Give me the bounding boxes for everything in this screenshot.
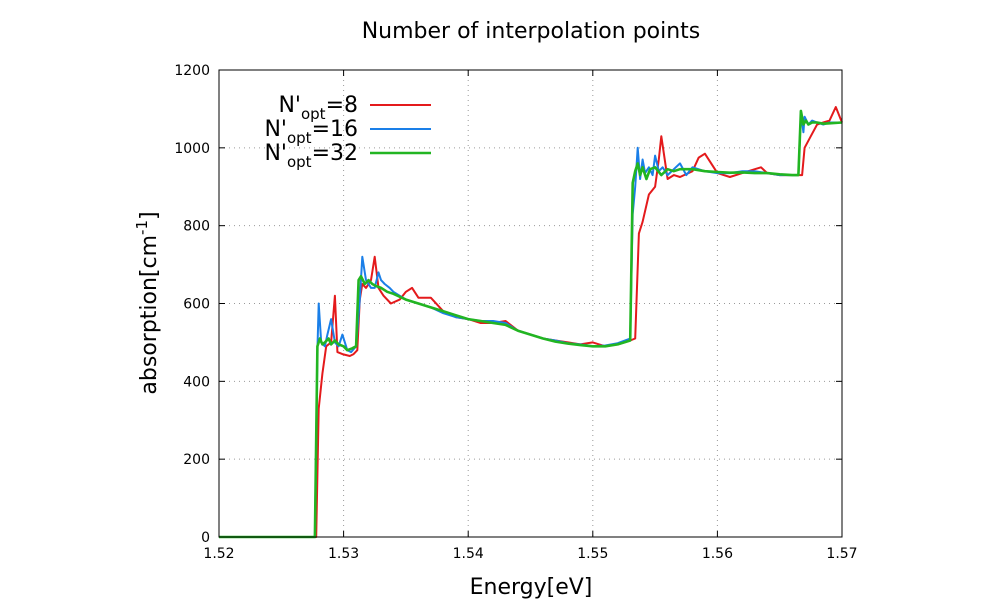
x-tick-label: 1.54 bbox=[453, 546, 484, 562]
legend-label-base: N' bbox=[278, 93, 301, 118]
y-axis-label-main: absorption[cm bbox=[137, 235, 162, 395]
y-tick-label: 600 bbox=[183, 297, 210, 313]
x-tick-label: 1.57 bbox=[826, 546, 857, 562]
legend-label: N'opt=16 bbox=[264, 117, 358, 147]
legend-label-value: =16 bbox=[312, 117, 358, 142]
legend-label-sub: opt bbox=[287, 153, 312, 171]
x-tick-label: 1.55 bbox=[577, 546, 608, 562]
legend-label-base: N' bbox=[264, 141, 287, 166]
y-tick-label: 1000 bbox=[174, 141, 210, 157]
legend-label-value: =8 bbox=[326, 93, 358, 118]
legend-label: N'opt=32 bbox=[264, 141, 358, 171]
y-tick-label: 1200 bbox=[174, 63, 210, 79]
legend-label-sub: opt bbox=[287, 129, 312, 147]
legend-label-sub: opt bbox=[301, 105, 326, 123]
x-tick-label: 1.56 bbox=[702, 546, 733, 562]
y-tick-label: 0 bbox=[201, 530, 210, 546]
y-tick-label: 200 bbox=[183, 452, 210, 468]
y-tick-label: 800 bbox=[183, 219, 210, 235]
legend: N'opt=8N'opt=16N'opt=32 bbox=[264, 93, 431, 171]
y-axis-label-sup: -1 bbox=[133, 220, 151, 235]
series-line bbox=[219, 111, 842, 538]
legend-label: N'opt=8 bbox=[278, 93, 358, 123]
series-lines bbox=[219, 106, 843, 539]
x-tick-label: 1.53 bbox=[328, 546, 359, 562]
x-tick-label: 1.52 bbox=[203, 546, 234, 562]
chart-title: Number of interpolation points bbox=[362, 19, 701, 44]
x-axis-label: Energy[eV] bbox=[470, 575, 593, 600]
y-axis-label-end: ] bbox=[137, 211, 162, 220]
y-axis-label-group: absorption[cm-1] bbox=[133, 211, 162, 394]
axis-ticks: 1.52 1.53 1.54 1.55 1.56 1.57 0 200 400 600 800 100… bbox=[174, 63, 857, 562]
y-axis-label: absorption[cm-1] bbox=[133, 211, 162, 394]
legend-label-value: =32 bbox=[312, 141, 358, 166]
series-line bbox=[219, 109, 843, 539]
legend-label-base: N' bbox=[264, 117, 287, 142]
y-tick-label: 400 bbox=[183, 374, 210, 390]
